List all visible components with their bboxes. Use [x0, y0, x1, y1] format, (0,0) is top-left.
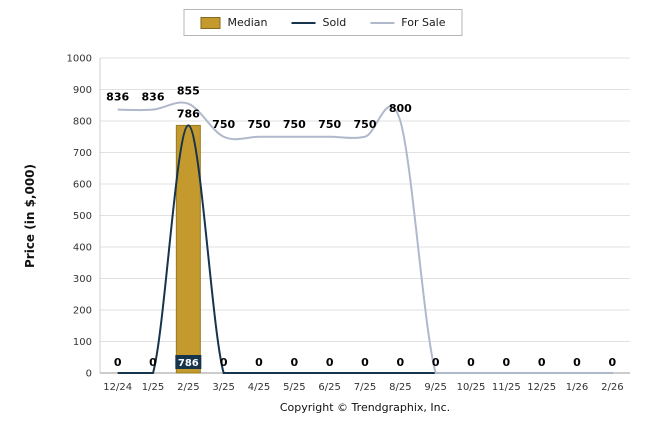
- legend: Median Sold For Sale: [183, 9, 463, 36]
- y-axis-title: Price (in $,000): [23, 163, 37, 269]
- sold-data-label: 0: [114, 356, 122, 369]
- for-sale-data-label: 855: [177, 85, 200, 98]
- sold-data-label: 0: [397, 356, 405, 369]
- legend-label-sold: Sold: [322, 16, 347, 29]
- x-tick-label: 4/25: [248, 382, 270, 393]
- y-tick-label: 900: [73, 85, 92, 96]
- sold-data-label: 0: [149, 356, 157, 369]
- x-tick-label: 12/25: [527, 382, 556, 393]
- x-tick-label: 2/26: [601, 382, 623, 393]
- sold-data-label: 0: [573, 356, 581, 369]
- legend-label-median: Median: [227, 16, 268, 29]
- for-sale-line: [117, 101, 613, 374]
- sold-badge: [175, 355, 202, 369]
- for-sale-data-label: 750: [212, 118, 235, 131]
- copyright-text: Copyright © Trendgraphix, Inc.: [279, 401, 451, 414]
- sold-line-swatch-icon: [291, 21, 316, 24]
- sold-data-label: 0: [432, 356, 440, 369]
- x-tick-label: 1/25: [142, 382, 164, 393]
- median-data-label: 786: [177, 107, 200, 120]
- median-swatch-icon: [200, 16, 221, 29]
- sold-data-label: 0: [467, 356, 475, 369]
- y-tick-label: 400: [73, 243, 92, 254]
- y-tick-label: 1000: [67, 54, 92, 65]
- sold-data-label: 0: [255, 356, 263, 369]
- for-sale-line-swatch-icon: [370, 21, 395, 24]
- legend-label-for-sale: For Sale: [401, 16, 446, 29]
- y-tick-label: 700: [73, 148, 92, 159]
- for-sale-data-label: 750: [248, 118, 271, 131]
- y-tick-label: 800: [73, 117, 92, 128]
- x-tick-label: 8/25: [389, 382, 411, 393]
- x-tick-label: 6/25: [318, 382, 340, 393]
- legend-item-for-sale: For Sale: [370, 16, 446, 29]
- sold-data-label: 0: [291, 356, 299, 369]
- for-sale-data-label: 836: [106, 91, 129, 104]
- y-tick-label: 500: [73, 211, 92, 222]
- x-tick-label: 7/25: [354, 382, 376, 393]
- for-sale-data-label: 750: [283, 118, 306, 131]
- y-tick-label: 200: [73, 306, 92, 317]
- sold-data-label: 0: [220, 356, 228, 369]
- x-tick-label: 5/25: [283, 382, 305, 393]
- x-tick-label: 11/25: [492, 382, 521, 393]
- y-tick-label: 100: [73, 337, 92, 348]
- legend-item-median: Median: [200, 16, 268, 29]
- legend-item-sold: Sold: [291, 16, 347, 29]
- x-tick-label: 1/26: [566, 382, 588, 393]
- median-bar: [175, 124, 201, 374]
- sold-data-label: 0: [326, 356, 334, 369]
- x-tick-label: 10/25: [457, 382, 486, 393]
- for-sale-data-label: 750: [318, 118, 341, 131]
- y-tick-label: 300: [73, 274, 92, 285]
- x-tick-label: 2/25: [177, 382, 199, 393]
- y-tick-label: 600: [73, 180, 92, 191]
- x-tick-label: 12/24: [103, 382, 132, 393]
- x-tick-label: 9/25: [424, 382, 446, 393]
- for-sale-data-label: 750: [354, 118, 377, 131]
- y-tick-label: 0: [86, 369, 92, 380]
- sold-data-label: 0: [361, 356, 369, 369]
- sold-data-label: 0: [538, 356, 546, 369]
- for-sale-data-label: 836: [142, 91, 165, 104]
- for-sale-data-label: 800: [389, 102, 412, 115]
- sold-data-label: 0: [609, 356, 617, 369]
- sold-data-label: 786: [178, 358, 199, 369]
- x-tick-label: 3/25: [212, 382, 234, 393]
- sold-data-label: 0: [503, 356, 511, 369]
